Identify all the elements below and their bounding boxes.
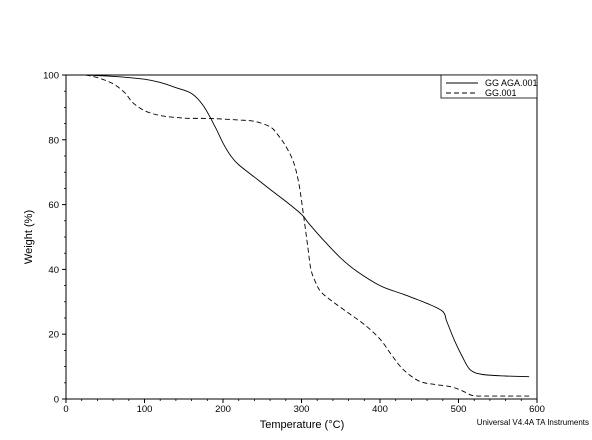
legend-box [440,74,538,99]
legend: GG AGA.001 GG.001 [440,74,538,99]
legend-label-series-0: GG AGA.001 [485,78,538,88]
plot-frame [65,74,538,400]
x-tick-label: 100 [137,404,153,415]
x-tick-label: 300 [294,404,310,415]
series-line-0 [85,74,530,378]
y-axis-label: Weight (%) [23,210,35,264]
y-tick-label: 20 [48,330,59,341]
x-tick-label: 500 [451,404,467,415]
x-axis-label: Temperature (°C) [260,419,344,431]
y-axis-ticks: 0 20 40 60 80 100 [43,71,66,406]
instrument-footer: Universal V4.4A TA Instruments [477,418,589,427]
x-tick-label: 400 [372,404,388,415]
y-tick-label: 60 [48,200,59,211]
x-tick-label: 200 [215,404,231,415]
x-tick-label: 0 [63,404,68,415]
x-tick-label: 600 [529,404,545,415]
y-tick-label: 40 [48,265,59,276]
series-layer [85,74,530,397]
x-axis-ticks: 0 100 200 300 400 500 600 [63,399,545,415]
legend-label-series-1: GG.001 [485,88,517,98]
y-tick-label: 100 [43,71,59,82]
series-line-1 [85,74,530,397]
y-tick-label: 80 [48,135,59,146]
y-tick-label: 0 [54,395,59,406]
